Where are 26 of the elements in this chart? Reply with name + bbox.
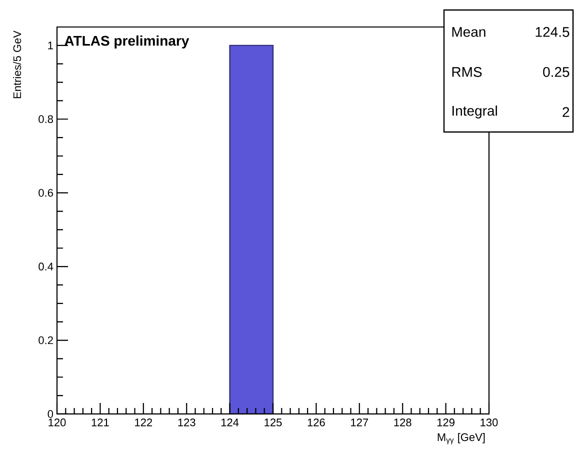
y-tick-label: 0.8 [38, 115, 53, 124]
annotation: Integral [452, 105, 497, 119]
y-tick-label: 0.2 [38, 336, 53, 344]
text: 0.25 [543, 67, 570, 77]
y-tick-label: 0.4 [38, 262, 54, 270]
x-tick-label: 122 [135, 418, 152, 426]
x-tick-label: 130 [480, 418, 498, 426]
text: 124.5 [536, 27, 570, 37]
annotation: Mean [452, 27, 486, 37]
text: 2 [562, 107, 570, 117]
y-tick-label: 1 [48, 42, 53, 50]
x-tick-label: 120 [48, 418, 66, 426]
annotation: ATLAS preliminary [64, 35, 190, 49]
x-tick-label: 129 [437, 418, 454, 426]
x-tick-label: 125 [264, 418, 282, 426]
x-axis-title: M$_{γγ}$ [GeV] [438, 433, 485, 444]
x-tick-label: 121 [92, 418, 109, 426]
y-tick-label: 0.6 [38, 188, 53, 197]
y-axis-title: Entries/5 GeV [13, 30, 22, 98]
x-tick-label: 123 [178, 418, 196, 426]
x-tick-label: 126 [308, 418, 325, 426]
x-tick-label: 128 [394, 418, 412, 426]
x-tick-label: 124 [221, 418, 239, 426]
y-tick-label: 0 [48, 410, 54, 418]
annotation: RMS [452, 67, 482, 77]
x-tick-label: 127 [351, 418, 368, 426]
